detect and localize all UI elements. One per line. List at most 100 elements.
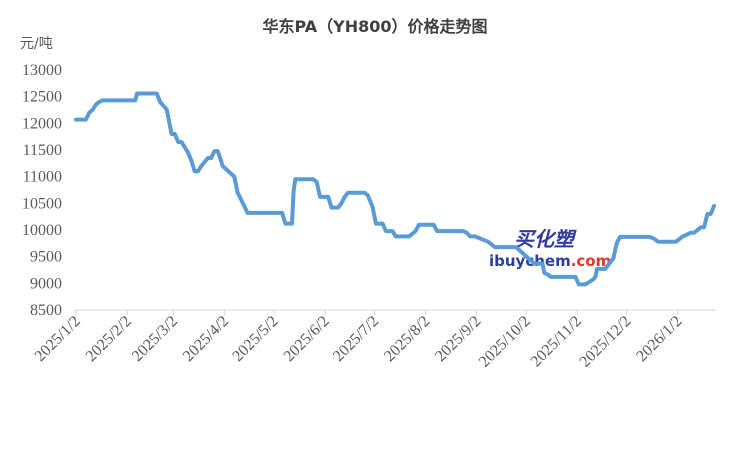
- data-point: [372, 207, 374, 209]
- data-point: [190, 160, 192, 162]
- y-tick-label: 13000: [22, 62, 62, 79]
- data-point: [350, 192, 352, 194]
- data-point: [690, 232, 692, 234]
- data-point: [291, 223, 293, 225]
- data-point: [497, 246, 499, 248]
- watermark-com-text: .com: [571, 252, 612, 270]
- data-point: [518, 249, 521, 251]
- watermark-url: ibuychem.com: [489, 252, 611, 270]
- y-axis-unit-label: 元/吨: [20, 36, 53, 52]
- data-point: [337, 207, 339, 209]
- data-point: [706, 213, 709, 215]
- data-point: [85, 119, 87, 121]
- data-point: [657, 241, 659, 243]
- y-axis: 8500 9000 9500 10000 10500 11000 11500 12000 125…: [22, 62, 62, 319]
- data-point: [131, 99, 133, 101]
- data-point: [316, 181, 318, 183]
- data-point: [408, 235, 410, 237]
- data-point: [607, 264, 610, 266]
- data-point: [415, 230, 417, 232]
- data-point: [462, 230, 464, 232]
- data-point: [494, 246, 496, 248]
- data-point: [162, 105, 164, 107]
- data-point: [222, 165, 224, 167]
- data-point: [604, 268, 606, 270]
- data-point: [515, 246, 517, 248]
- data-point: [367, 194, 369, 196]
- data-point: [469, 235, 471, 237]
- y-tick-label: 9500: [30, 249, 62, 266]
- data-point: [319, 196, 321, 198]
- data-point: [217, 150, 219, 152]
- data-point: [649, 236, 651, 238]
- x-tick-label: 2025/11/2: [528, 313, 585, 370]
- data-point: [550, 276, 552, 278]
- series-group: [74, 91, 716, 287]
- data-point: [233, 176, 235, 178]
- x-tick-label: 2025/1/2: [32, 313, 84, 365]
- price-series-line: [74, 91, 716, 287]
- data-point: [253, 212, 255, 214]
- data-point: [284, 223, 286, 225]
- data-point: [710, 213, 712, 215]
- x-tick-label: 2025/8/2: [381, 313, 433, 365]
- data-point: [184, 146, 186, 148]
- data-point: [156, 92, 158, 95]
- data-point: [250, 212, 252, 214]
- data-point: [91, 109, 94, 111]
- data-point: [619, 236, 621, 238]
- x-tick-label: 2025/4/2: [180, 313, 232, 365]
- data-point: [612, 257, 615, 259]
- data-point: [256, 212, 258, 214]
- data-point: [294, 178, 296, 180]
- data-point: [588, 281, 590, 283]
- data-point: [487, 241, 489, 243]
- data-point: [134, 99, 136, 101]
- x-tick-label: 2025/12/2: [577, 313, 635, 371]
- x-tick-label: 2025/10/2: [476, 313, 534, 371]
- data-point: [586, 282, 588, 284]
- data-point: [678, 238, 681, 240]
- x-tick-label: 2025/3/2: [129, 313, 181, 365]
- data-point: [169, 125, 171, 127]
- data-point: [121, 99, 123, 101]
- data-point: [375, 223, 377, 225]
- data-point: [593, 278, 595, 280]
- data-point: [436, 230, 438, 232]
- data-point: [136, 92, 138, 95]
- data-point: [543, 272, 545, 274]
- data-point: [433, 224, 435, 226]
- y-tick-label: 9000: [30, 275, 62, 292]
- chart-title: 华东PA（YH800）价格走势图: [262, 17, 487, 36]
- data-point: [171, 133, 173, 135]
- data-point: [260, 212, 262, 214]
- data-point: [548, 274, 550, 276]
- data-point: [187, 152, 189, 154]
- data-point: [395, 235, 397, 237]
- data-point: [237, 192, 239, 194]
- data-point: [616, 242, 618, 244]
- data-point: [533, 263, 535, 265]
- data-point: [418, 224, 420, 226]
- y-tick-label: 11500: [23, 142, 62, 159]
- data-point: [101, 99, 103, 101]
- data-point: [675, 241, 677, 243]
- data-point: [98, 101, 100, 103]
- data-point: [210, 157, 212, 159]
- data-point: [180, 141, 183, 143]
- data-point: [466, 232, 468, 234]
- data-point: [370, 202, 372, 204]
- data-point: [312, 178, 314, 180]
- data-point: [391, 230, 394, 232]
- data-point: [385, 230, 387, 232]
- data-point: [541, 263, 544, 265]
- data-point: [95, 104, 97, 106]
- data-point: [594, 276, 596, 278]
- data-point: [207, 157, 209, 159]
- data-point: [88, 112, 90, 114]
- data-point: [474, 235, 476, 237]
- data-point: [344, 196, 346, 198]
- data-point: [177, 141, 179, 143]
- data-point: [578, 283, 580, 285]
